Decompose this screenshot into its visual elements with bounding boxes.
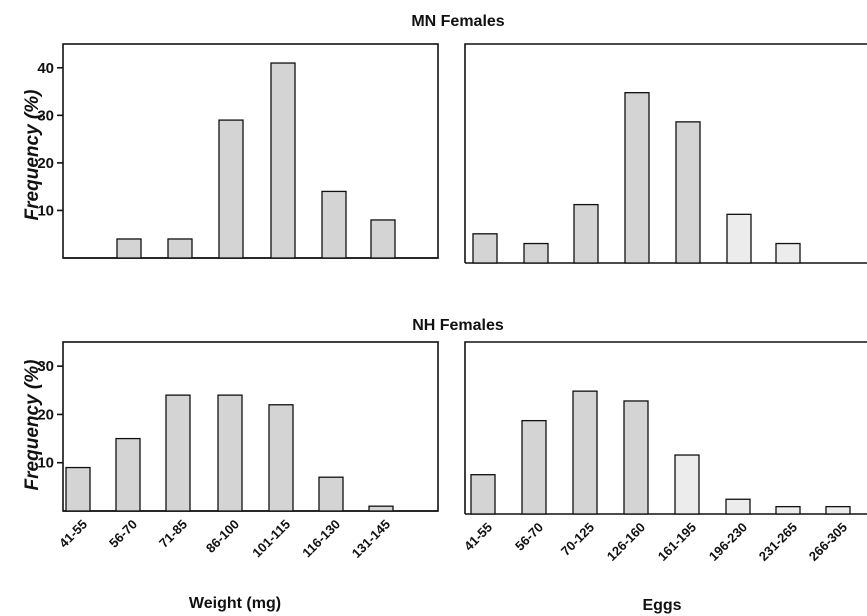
x-tick-label: 126-160: [604, 520, 648, 564]
x-tick-label: 71-85: [156, 517, 190, 551]
bar-41-55: [470, 474, 496, 515]
bar-86-100: [217, 394, 243, 512]
bottom-panel-title: NH Females: [412, 317, 504, 334]
x-tick-label: 41-55: [461, 520, 495, 554]
x-tick-label: 41-55: [56, 517, 90, 551]
bar-131-145: [370, 219, 396, 259]
bar-231-265: [775, 242, 801, 264]
x-tick-label: 56-70: [512, 520, 546, 554]
bar-116-130: [318, 476, 344, 512]
y-tick-label: 20: [37, 406, 54, 423]
bar-56-70: [521, 419, 547, 515]
bar-161-195: [675, 121, 701, 264]
bar-101-115: [270, 62, 296, 259]
x-tick-label: 86-100: [203, 517, 242, 556]
bar-196-230: [726, 213, 752, 264]
x-axis-label-eggs: Eggs: [642, 597, 681, 614]
x-tick-label: 161-195: [655, 520, 699, 564]
bar-56-70: [115, 437, 141, 512]
bar-71-85: [167, 238, 193, 259]
chart-panel-3: 10 20 30 41-55 56-70 71-85 86-100 101-115 116-13…: [37, 341, 439, 561]
bar-126-160: [624, 92, 650, 264]
x-tick-label: 70-125: [558, 520, 597, 559]
bar-266-305: [825, 505, 851, 515]
panel-frame: [464, 43, 867, 263]
x-tick-label: 196-230: [706, 520, 750, 564]
x-tick-label: 231-265: [756, 520, 800, 564]
y-tick-label: 40: [37, 60, 54, 77]
chart-panel-4: 41-55 56-70 70-125 126-160 161-195 196-230 231…: [461, 341, 867, 564]
bar-70-125: [572, 390, 598, 515]
y-tick-label: 30: [37, 358, 54, 375]
bar-196-230: [725, 498, 751, 515]
top-panel-title: MN Females: [411, 13, 504, 30]
bar-56-70: [116, 238, 142, 259]
bar-71-85: [165, 394, 191, 512]
top-ylabel: Frequency (%): [22, 90, 43, 221]
y-tick-label: 20: [37, 155, 54, 172]
bar-101-115: [268, 404, 294, 512]
bar-70-125: [573, 203, 599, 264]
bar-86-100: [218, 119, 244, 259]
x-tick-label: 101-115: [249, 517, 293, 561]
chart-panel-2: [464, 43, 867, 264]
bar-56-70: [523, 242, 549, 264]
x-tick-label: 56-70: [106, 517, 140, 551]
bar-161-195: [674, 454, 700, 515]
chart-panels: 10 20 30 40 10 20 30 41-55 56-70 71-85 86-100 101-1…: [37, 43, 867, 564]
y-tick-label: 10: [37, 202, 54, 219]
bar-41-55: [472, 233, 498, 264]
x-tick-label: 131-145: [349, 517, 393, 561]
chart-panel-1: 10 20 30 40: [37, 43, 439, 259]
x-tick-label: 116-130: [299, 517, 343, 561]
y-tick-label: 10: [37, 455, 54, 472]
bar-126-160: [623, 400, 649, 515]
bar-116-130: [321, 190, 347, 259]
y-tick-label: 30: [37, 107, 54, 124]
x-axis-label-weight: Weight (mg): [189, 595, 281, 612]
bottom-ylabel: Frequency (%): [22, 360, 43, 491]
x-tick-label: 266-305: [806, 520, 850, 564]
bar-41-55: [65, 466, 91, 512]
bar-131-145: [368, 505, 394, 512]
bar-231-265: [775, 505, 801, 515]
panel-frame: [464, 341, 867, 514]
